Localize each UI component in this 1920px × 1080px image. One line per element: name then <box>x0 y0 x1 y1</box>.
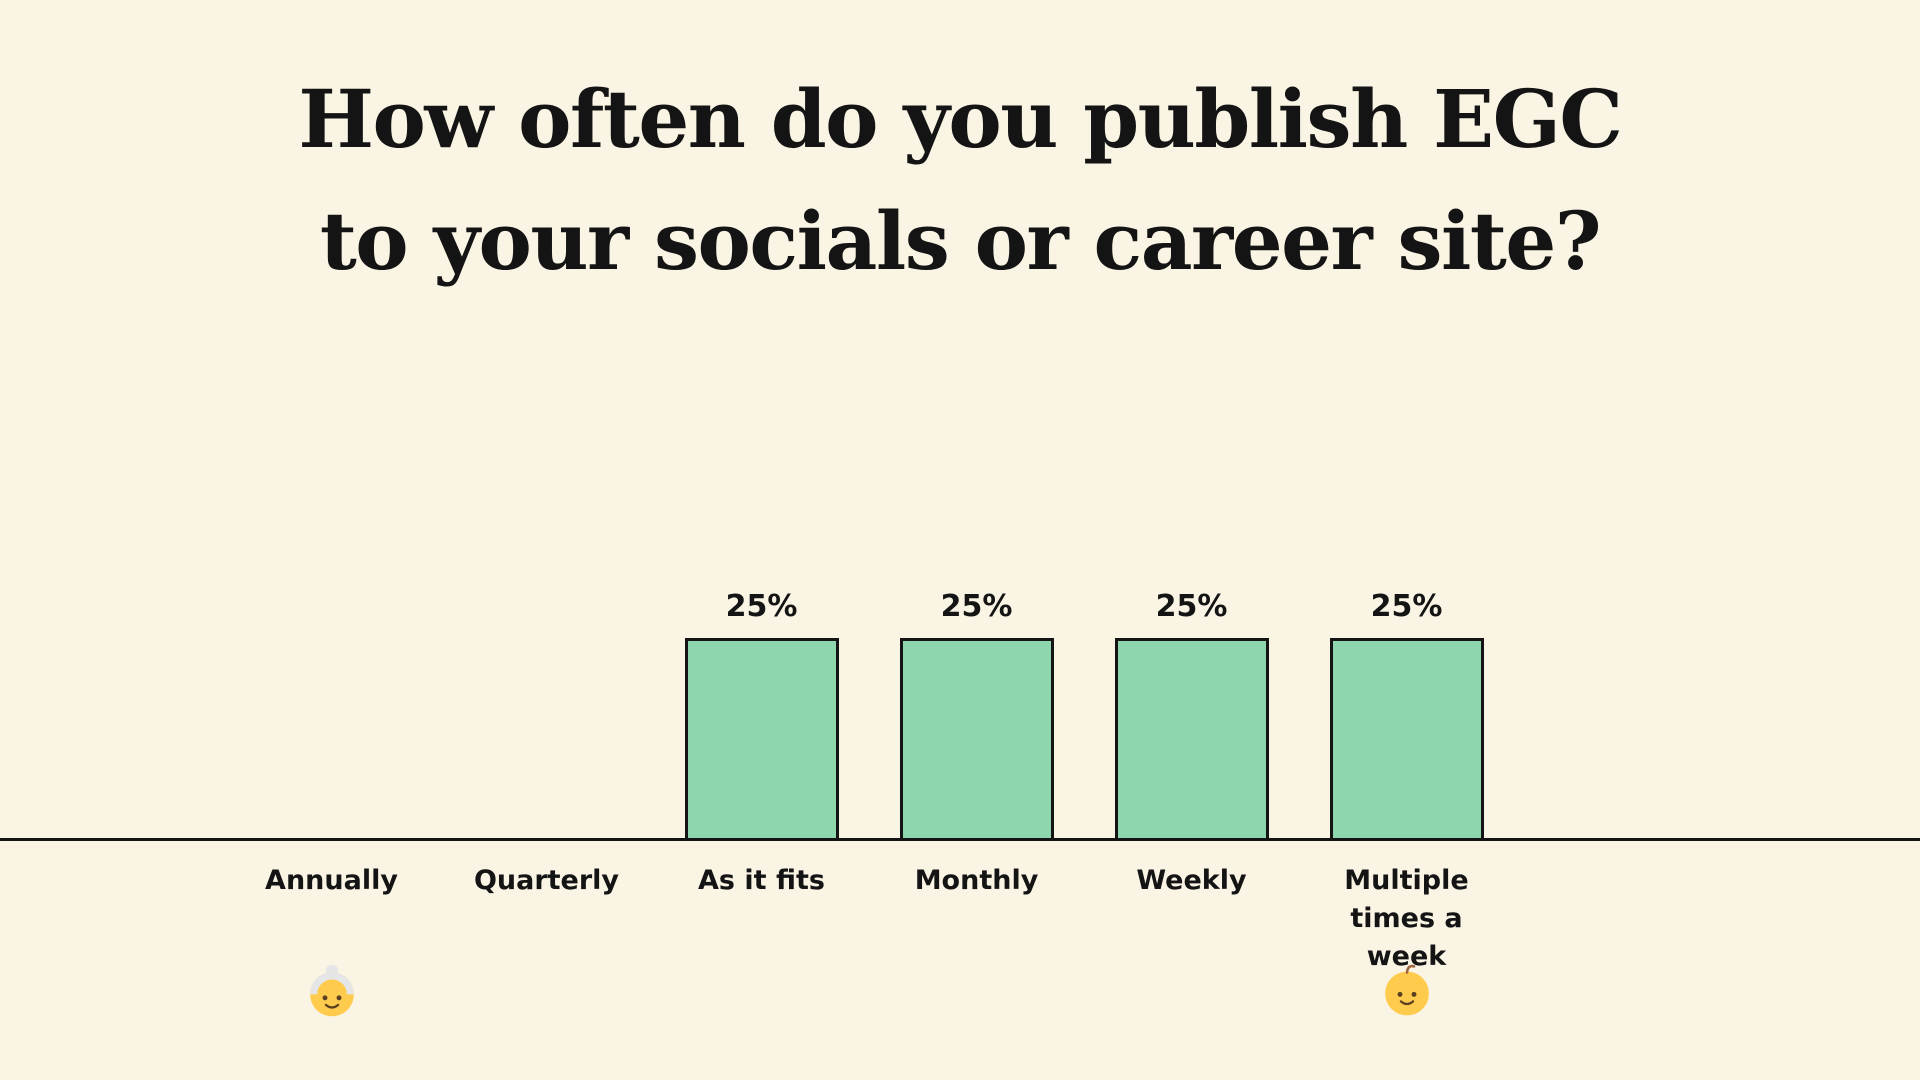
bar-multiple-times <box>1329 638 1484 838</box>
title-line-2: to your socials or career site? <box>319 194 1602 288</box>
baby-emoji <box>1379 962 1435 1022</box>
emoji-cell-annually <box>224 962 439 1022</box>
category-label-annually: Annually <box>265 865 398 896</box>
old-woman-emoji <box>304 962 360 1022</box>
chart-column-monthly: 25% <box>869 589 1084 838</box>
emoji-cell-as-it-fits <box>654 962 869 1022</box>
page-title: How often do you publish EGC to your soc… <box>0 58 1920 302</box>
emoji-annotations <box>224 962 1514 1022</box>
bar-value-label: 25% <box>725 589 798 624</box>
bar-weekly <box>1114 638 1269 838</box>
emoji-cell-monthly <box>869 962 1084 1022</box>
category-label-monthly: Monthly <box>914 865 1039 896</box>
bar-value-label: 25% <box>1370 589 1443 624</box>
bar-as-it-fits <box>684 638 839 838</box>
chart-baseline <box>0 838 1920 841</box>
chart-column-as-it-fits: 25% <box>654 589 869 838</box>
chart-column-quarterly <box>439 824 654 838</box>
category-labels: Annually Quarterly As it fits Monthly We… <box>224 862 1514 976</box>
emoji-cell-quarterly <box>439 962 654 1022</box>
category-label-as-it-fits: As it fits <box>698 865 825 896</box>
bar-value-label: 25% <box>1155 589 1228 624</box>
bar-monthly <box>899 638 1054 838</box>
bar-value-label: 25% <box>940 589 1013 624</box>
emoji-cell-multiple-times <box>1299 962 1514 1022</box>
chart-column-multiple-times: 25% <box>1299 589 1514 838</box>
category-label-weekly: Weekly <box>1136 865 1247 896</box>
category-label-quarterly: Quarterly <box>473 865 620 896</box>
chart-column-weekly: 25% <box>1084 589 1299 838</box>
chart-column-annually <box>224 824 439 838</box>
bar-chart: 25% 25% 25% 25% <box>224 0 1514 838</box>
category-label-multiple-times: Multiple times a week <box>1344 865 1469 972</box>
title-line-1: How often do you publish EGC <box>298 72 1623 166</box>
emoji-cell-weekly <box>1084 962 1299 1022</box>
